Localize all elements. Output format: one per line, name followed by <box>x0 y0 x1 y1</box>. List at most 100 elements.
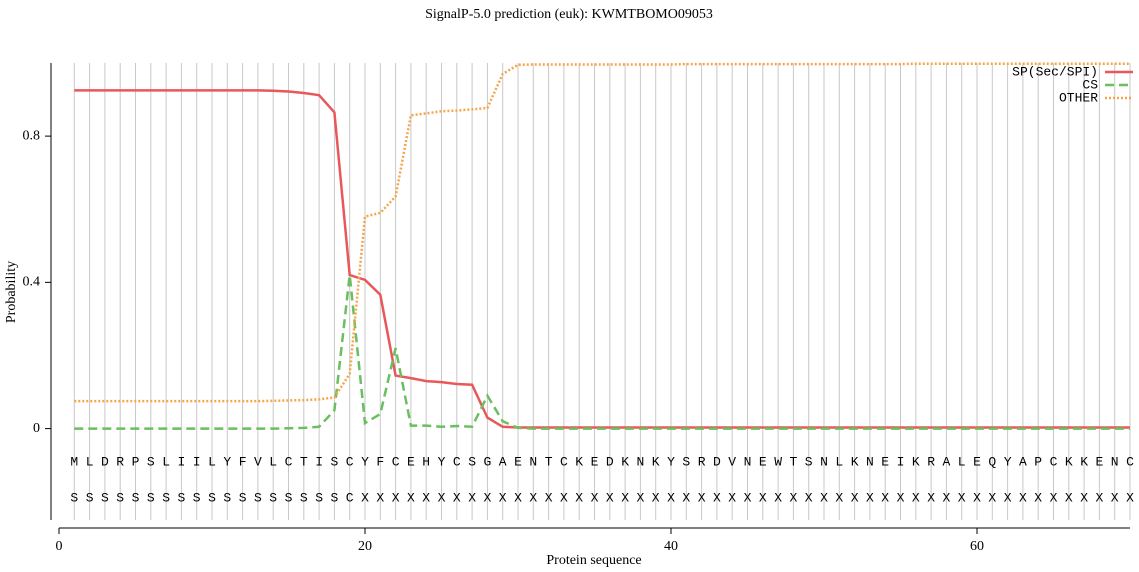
residue-label: I <box>315 454 323 469</box>
residue-label: M <box>70 454 78 469</box>
residue-label: I <box>193 454 201 469</box>
annotation-label: X <box>652 490 660 505</box>
residue-label: N <box>529 454 537 469</box>
residue-label: N <box>744 454 752 469</box>
residue-label: W <box>774 454 782 469</box>
residue-label: Q <box>988 454 996 469</box>
residue-label: Y <box>667 454 675 469</box>
residue-label: V <box>254 454 262 469</box>
y-tick-label: 0 <box>33 421 40 436</box>
annotation-label: X <box>973 490 981 505</box>
residue-label: H <box>422 454 430 469</box>
annotation-label: X <box>835 490 843 505</box>
residue-label: N <box>866 454 874 469</box>
annotation-label: S <box>330 490 338 505</box>
annotation-label: S <box>315 490 323 505</box>
residue-label: C <box>1050 454 1058 469</box>
annotation-label: X <box>529 490 537 505</box>
residue-label: D <box>606 454 614 469</box>
annotation-label: S <box>132 490 140 505</box>
residue-label: A <box>499 454 507 469</box>
annotation-label: X <box>361 490 369 505</box>
annotation-label: X <box>820 490 828 505</box>
x-tick-label: 0 <box>56 539 63 554</box>
annotation-label: X <box>927 490 935 505</box>
annotation-label: X <box>759 490 767 505</box>
residue-label: N <box>1111 454 1119 469</box>
legend-label: OTHER <box>1059 90 1098 105</box>
residue-label: N <box>636 454 644 469</box>
residue-label: I <box>897 454 905 469</box>
annotation-label: S <box>285 490 293 505</box>
annotation-label: S <box>300 490 308 505</box>
annotation-label: S <box>101 490 109 505</box>
residue-label: C <box>560 454 568 469</box>
annotation-label: X <box>805 490 813 505</box>
residue-label: K <box>851 454 859 469</box>
annotation-label: X <box>1126 490 1134 505</box>
annotation-label: S <box>147 490 155 505</box>
residue-label: K <box>1065 454 1073 469</box>
annotation-label: X <box>682 490 690 505</box>
residue-label: E <box>973 454 981 469</box>
residue-label: R <box>116 454 124 469</box>
annotation-label: X <box>636 490 644 505</box>
chart-title: SignalP-5.0 prediction (euk): KWMTBOMO09… <box>425 7 713 22</box>
residue-label: S <box>682 454 690 469</box>
annotation-label: X <box>1050 490 1058 505</box>
residue-label: Y <box>223 454 231 469</box>
residue-label: G <box>483 454 491 469</box>
annotation-label: X <box>621 490 629 505</box>
residue-label: N <box>820 454 828 469</box>
residue-label: L <box>269 454 277 469</box>
x-axis-label: Protein sequence <box>546 553 641 568</box>
annotation-label: X <box>591 490 599 505</box>
annotation-label: S <box>208 490 216 505</box>
series-line <box>74 62 1130 403</box>
annotation-label: X <box>698 490 706 505</box>
annotation-label: X <box>1111 490 1119 505</box>
annotation-label: X <box>560 490 568 505</box>
annotation-label: X <box>881 490 889 505</box>
annotation-label: S <box>70 490 78 505</box>
residue-label: R <box>698 454 706 469</box>
residue-label: P <box>132 454 140 469</box>
annotation-label: X <box>851 490 859 505</box>
residue-label: K <box>621 454 629 469</box>
annotation-label: X <box>453 490 461 505</box>
annotation-label: C <box>346 490 354 505</box>
residue-label: L <box>958 454 966 469</box>
annotation-label: S <box>177 490 185 505</box>
x-tick-label: 60 <box>970 539 984 554</box>
annotation-label: X <box>789 490 797 505</box>
annotation-label: X <box>575 490 583 505</box>
annotation-label: X <box>545 490 553 505</box>
annotation-label: S <box>193 490 201 505</box>
residue-label: S <box>468 454 476 469</box>
legend-label: CS <box>1082 77 1098 92</box>
x-tick-label: 40 <box>664 539 678 554</box>
residue-label: Y <box>361 454 369 469</box>
annotation-label: X <box>392 490 400 505</box>
series-line <box>74 89 1130 429</box>
annotation-label: X <box>1095 490 1103 505</box>
annotation-label: X <box>942 490 950 505</box>
residue-label: E <box>514 454 522 469</box>
residue-label: C <box>285 454 293 469</box>
residue-label: L <box>208 454 216 469</box>
annotation-label: X <box>866 490 874 505</box>
annotation-label: X <box>958 490 966 505</box>
residue-label: S <box>330 454 338 469</box>
residue-label: D <box>713 454 721 469</box>
residue-label: C <box>453 454 461 469</box>
annotation-label: S <box>162 490 170 505</box>
annotation-label: S <box>223 490 231 505</box>
residue-label: E <box>881 454 889 469</box>
annotation-label: X <box>483 490 491 505</box>
residue-label: I <box>177 454 185 469</box>
residue-label: A <box>1019 454 1027 469</box>
residue-label: F <box>239 454 247 469</box>
y-tick-label: 0.4 <box>23 275 41 290</box>
residue-label: S <box>805 454 813 469</box>
